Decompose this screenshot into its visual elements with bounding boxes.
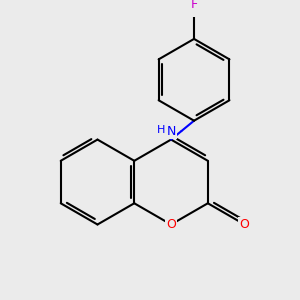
Text: H: H bbox=[157, 124, 165, 134]
Text: F: F bbox=[190, 0, 198, 11]
Text: O: O bbox=[240, 218, 250, 231]
Text: O: O bbox=[166, 218, 176, 231]
Text: N: N bbox=[167, 124, 176, 138]
